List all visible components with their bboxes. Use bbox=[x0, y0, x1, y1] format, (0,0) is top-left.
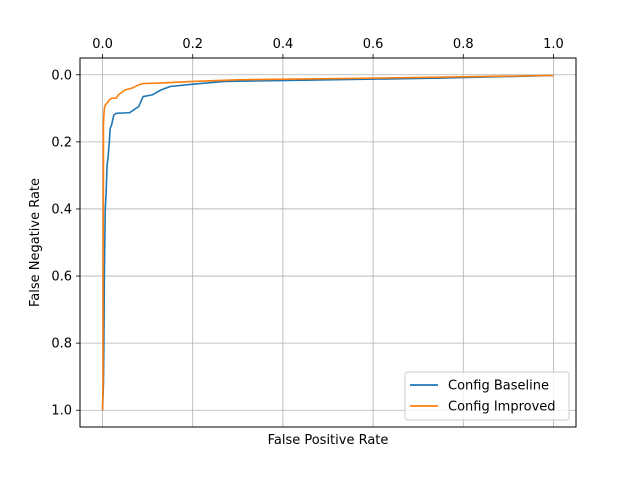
y-tick-label: 0.4 bbox=[51, 202, 72, 217]
y-tick-label: 0.0 bbox=[51, 68, 72, 83]
y-tick-label: 0.6 bbox=[51, 270, 72, 285]
x-tick-label: 0.0 bbox=[92, 37, 113, 52]
legend-box bbox=[404, 371, 570, 421]
x-tick-label: 1.0 bbox=[543, 37, 564, 52]
series-line-0 bbox=[101, 74, 554, 411]
y-axis-ticks: 0.0 0.2 0.4 0.6 0.8 1.0 bbox=[51, 68, 80, 419]
legend: Config Baseline Config Improved bbox=[404, 371, 570, 421]
x-tick-label: 0.8 bbox=[453, 37, 474, 52]
x-axis-ticks: 0.0 0.2 0.4 0.6 0.8 1.0 bbox=[92, 37, 564, 58]
series-lines bbox=[101, 74, 554, 411]
legend-label: Config Baseline bbox=[448, 379, 549, 394]
x-tick-label: 0.6 bbox=[363, 37, 384, 52]
series-line-1 bbox=[101, 74, 554, 411]
plot-frame bbox=[79, 57, 577, 428]
y-tick-label: 1.0 bbox=[51, 404, 72, 419]
y-tick-label: 0.8 bbox=[51, 337, 72, 352]
legend-label: Config Improved bbox=[448, 400, 556, 415]
grid bbox=[80, 58, 576, 427]
x-tick-label: 0.2 bbox=[182, 37, 203, 52]
x-tick-label: 0.4 bbox=[273, 37, 294, 52]
y-axis-label: False Negative Rate bbox=[28, 178, 43, 307]
x-axis-label: False Positive Rate bbox=[268, 433, 389, 448]
y-tick-label: 0.2 bbox=[51, 135, 72, 150]
